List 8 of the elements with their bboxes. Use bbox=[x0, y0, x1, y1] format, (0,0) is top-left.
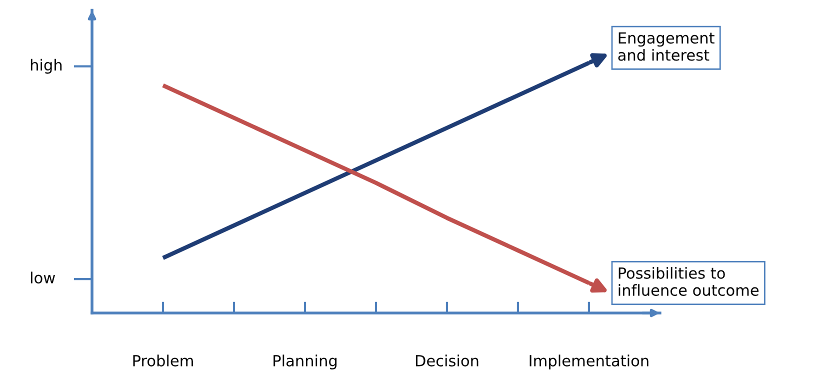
x-tick-label: Decision bbox=[416, 354, 478, 366]
x-tick-label: Problem bbox=[133, 354, 193, 366]
text: high bbox=[30, 58, 62, 74]
x-tick-label: Implementation bbox=[530, 354, 648, 370]
text: low bbox=[30, 272, 55, 284]
series-label: Engagement and interest bbox=[618, 32, 714, 61]
x-tick-label: Planning bbox=[274, 354, 337, 370]
legend-label: Possibilities to influence outcome bbox=[618, 267, 759, 296]
